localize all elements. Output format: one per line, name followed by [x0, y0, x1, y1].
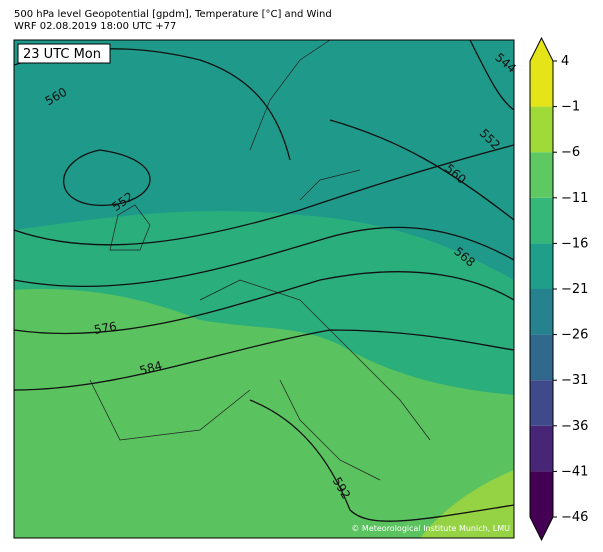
map-frame	[13, 39, 515, 539]
colorbar-bin	[530, 61, 553, 107]
contour-label: 584	[138, 358, 164, 377]
colorbar-tick-label: −16	[561, 236, 588, 251]
time-box	[17, 43, 111, 64]
colorbar-bin	[530, 334, 553, 381]
colorbar-extend-top	[530, 38, 553, 61]
colorbar-tick-label: −31	[561, 373, 588, 388]
time-label: 23 UTC Mon	[23, 47, 101, 62]
colorbar-bin	[530, 197, 553, 244]
colorbar-extend-bottom	[530, 517, 553, 540]
colorbar-bin	[530, 425, 553, 472]
contour-line	[14, 329, 514, 391]
warm-region	[14, 289, 514, 538]
colorbar-bin	[530, 243, 553, 289]
warmest-region	[420, 470, 514, 538]
contour-line	[329, 119, 514, 221]
contour-line	[63, 149, 151, 206]
colorbar-bin	[530, 289, 553, 335]
colorbar-tick-label: −26	[561, 328, 588, 343]
contour-line	[14, 226, 514, 288]
contour-line	[249, 399, 514, 522]
contour-line	[14, 271, 514, 335]
colorbar-bin	[530, 106, 553, 153]
colorbar-tick-label: −36	[561, 419, 588, 434]
contour-line	[469, 40, 514, 111]
colorbar-tick-label: −21	[561, 282, 588, 297]
colorbar-tick-label: −1	[561, 100, 580, 115]
colorbar-tick-label: −6	[561, 145, 580, 160]
colorbar-bin	[530, 380, 553, 426]
subtitle: WRF 02.08.2019 18:00 UTC +77	[14, 21, 176, 32]
colorbar-tick-label: −46	[561, 510, 588, 525]
title: 500 hPa level Geopotential [gpdm], Tempe…	[14, 9, 332, 20]
contour-label: 576	[93, 319, 118, 337]
colorbar-tick-label: −11	[561, 191, 588, 206]
credit: © Meteorological Institute Munich, LMU	[351, 524, 510, 533]
map-area	[14, 40, 514, 538]
colorbar-bin	[530, 152, 553, 198]
colorbar-tick-label: −41	[561, 464, 588, 479]
colorbar-tick-label: 4	[561, 54, 569, 69]
contour-line	[14, 144, 514, 246]
colorbar-bin	[530, 471, 553, 517]
